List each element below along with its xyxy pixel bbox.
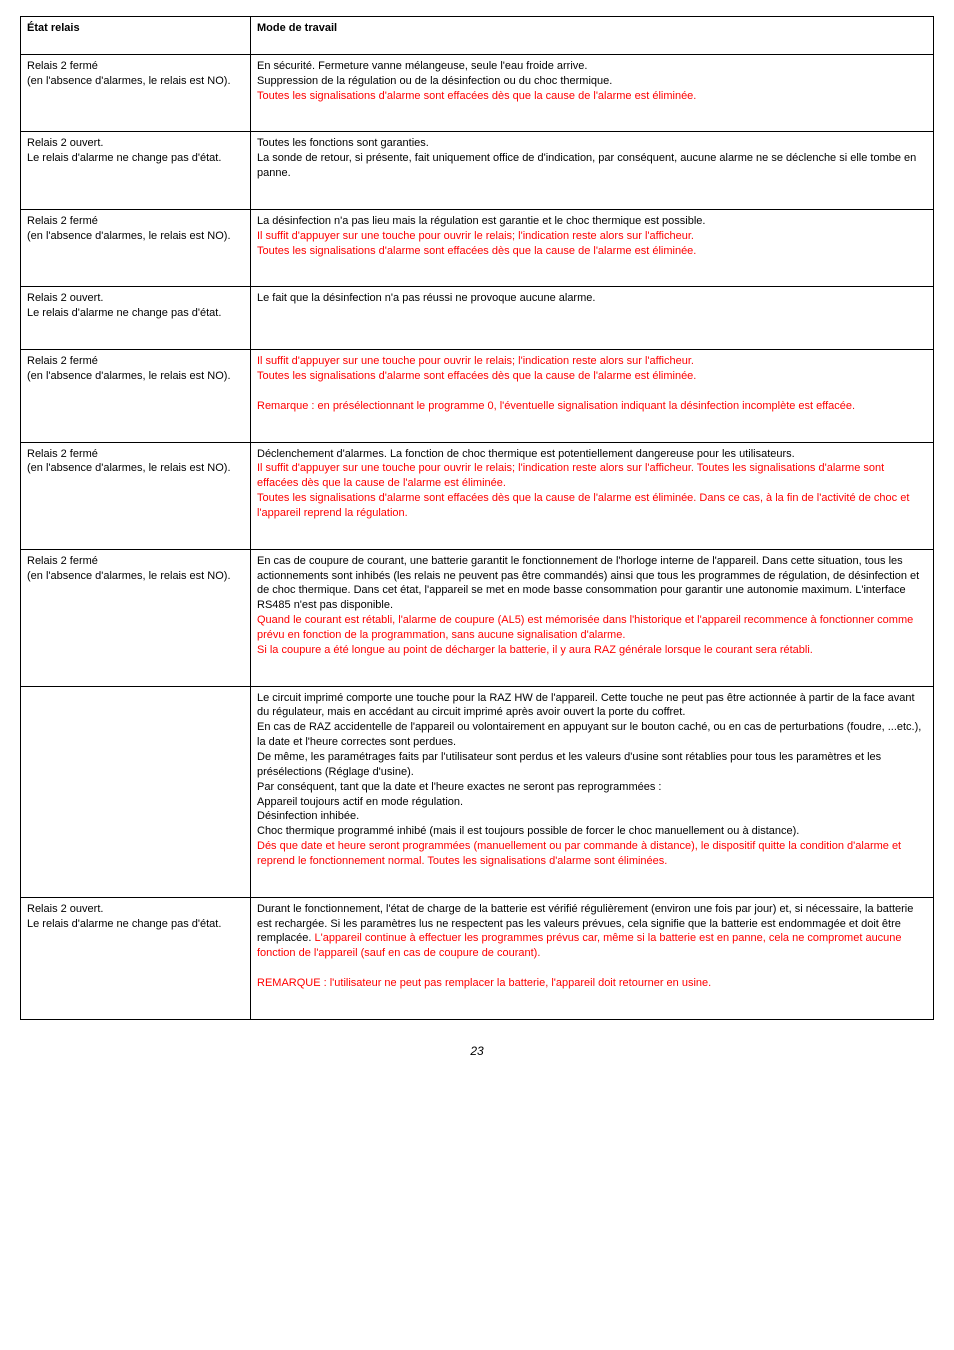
cell-mode-travail: Le fait que la désinfection n'a pas réus… <box>251 287 934 350</box>
cell-text: Remarque : en présélectionnant le progra… <box>257 399 927 414</box>
cell-text: La désinfection n'a pas lieu mais la rég… <box>257 214 927 229</box>
cell-text <box>257 961 927 976</box>
cell-text: Relais 2 fermé <box>27 554 244 569</box>
cell-text: Toutes les fonctions sont garanties. <box>257 136 927 151</box>
cell-text: Il suffit d'appuyer sur une touche pour … <box>257 461 927 491</box>
table-row: Relais 2 fermé(en l'absence d'alarmes, l… <box>21 54 934 132</box>
cell-text: Choc thermique programmé inhibé (mais il… <box>257 824 927 839</box>
cell-mode-travail: Il suffit d'appuyer sur une touche pour … <box>251 350 934 442</box>
cell-text: Si la coupure a été longue au point de d… <box>257 643 927 658</box>
cell-text: Relais 2 ouvert. <box>27 136 244 151</box>
cell-etat-relais <box>21 686 251 897</box>
header-mode-travail: Mode de travail <box>251 17 934 55</box>
cell-text: Il suffit d'appuyer sur une touche pour … <box>257 229 927 244</box>
cell-text: Déclenchement d'alarmes. La fonction de … <box>257 447 927 462</box>
cell-text: Suppression de la régulation ou de la dé… <box>257 74 927 89</box>
cell-text: Appareil toujours actif en mode régulati… <box>257 795 927 810</box>
cell-text: Toutes les signalisations d'alarme sont … <box>257 369 927 384</box>
cell-etat-relais: Relais 2 ouvert.Le relais d'alarme ne ch… <box>21 897 251 1019</box>
table-row: Relais 2 fermé(en l'absence d'alarmes, l… <box>21 549 934 686</box>
cell-text: Toutes les signalisations d'alarme sont … <box>257 89 927 104</box>
cell-etat-relais: Relais 2 ouvert.Le relais d'alarme ne ch… <box>21 132 251 210</box>
header-etat-relais: État relais <box>21 17 251 55</box>
cell-text: Le relais d'alarme ne change pas d'état. <box>27 151 244 166</box>
cell-text: (en l'absence d'alarmes, le relais est N… <box>27 74 244 89</box>
cell-mode-travail: Toutes les fonctions sont garanties.La s… <box>251 132 934 210</box>
cell-text: Relais 2 ouvert. <box>27 291 244 306</box>
cell-text: Toutes les signalisations d'alarme sont … <box>257 491 927 521</box>
cell-etat-relais: Relais 2 fermé(en l'absence d'alarmes, l… <box>21 549 251 686</box>
cell-text: (en l'absence d'alarmes, le relais est N… <box>27 461 244 476</box>
cell-text: L'appareil continue à effectuer les prog… <box>257 932 902 959</box>
cell-mode-travail: Déclenchement d'alarmes. La fonction de … <box>251 442 934 549</box>
cell-text: Relais 2 ouvert. <box>27 902 244 917</box>
cell-mode-travail: En cas de coupure de courant, une batter… <box>251 549 934 686</box>
cell-mode-travail: En sécurité. Fermeture vanne mélangeuse,… <box>251 54 934 132</box>
cell-text: Il suffit d'appuyer sur une touche pour … <box>257 354 927 369</box>
cell-text: (en l'absence d'alarmes, le relais est N… <box>27 569 244 584</box>
table-row: Relais 2 ouvert.Le relais d'alarme ne ch… <box>21 897 934 1019</box>
cell-text: Quand le courant est rétabli, l'alarme d… <box>257 613 927 643</box>
cell-mode-travail: Durant le fonctionnement, l'état de char… <box>251 897 934 1019</box>
page-number: 23 <box>20 1044 934 1058</box>
cell-text: Relais 2 fermé <box>27 59 244 74</box>
table-row: Le circuit imprimé comporte une touche p… <box>21 686 934 897</box>
cell-etat-relais: Relais 2 fermé(en l'absence d'alarmes, l… <box>21 209 251 287</box>
cell-etat-relais: Relais 2 fermé(en l'absence d'alarmes, l… <box>21 350 251 442</box>
cell-text: Dés que date et heure seront programmées… <box>257 839 927 869</box>
cell-etat-relais: Relais 2 fermé(en l'absence d'alarmes, l… <box>21 442 251 549</box>
table-row: Relais 2 fermé(en l'absence d'alarmes, l… <box>21 442 934 549</box>
cell-text: Le fait que la désinfection n'a pas réus… <box>257 291 927 306</box>
cell-text: (en l'absence d'alarmes, le relais est N… <box>27 229 244 244</box>
table-row: Relais 2 fermé(en l'absence d'alarmes, l… <box>21 209 934 287</box>
cell-text: En sécurité. Fermeture vanne mélangeuse,… <box>257 59 927 74</box>
cell-text: Le relais d'alarme ne change pas d'état. <box>27 306 244 321</box>
cell-mode-travail: La désinfection n'a pas lieu mais la rég… <box>251 209 934 287</box>
cell-mode-travail: Le circuit imprimé comporte une touche p… <box>251 686 934 897</box>
cell-text: De même, les paramétrages faits par l'ut… <box>257 750 927 780</box>
cell-etat-relais: Relais 2 ouvert.Le relais d'alarme ne ch… <box>21 287 251 350</box>
cell-text: Le relais d'alarme ne change pas d'état. <box>27 917 244 932</box>
table-row: Relais 2 ouvert.Le relais d'alarme ne ch… <box>21 287 934 350</box>
cell-text: (en l'absence d'alarmes, le relais est N… <box>27 369 244 384</box>
cell-text: Relais 2 fermé <box>27 354 244 369</box>
table-row: Relais 2 ouvert.Le relais d'alarme ne ch… <box>21 132 934 210</box>
cell-text: Par conséquent, tant que la date et l'he… <box>257 780 927 795</box>
cell-text: La sonde de retour, si présente, fait un… <box>257 151 927 181</box>
cell-text: Toutes les signalisations d'alarme sont … <box>257 244 927 259</box>
cell-text: Relais 2 fermé <box>27 214 244 229</box>
table-row: Relais 2 fermé(en l'absence d'alarmes, l… <box>21 350 934 442</box>
cell-text: Désinfection inhibée. <box>257 809 927 824</box>
relay-state-table: État relais Mode de travail Relais 2 fer… <box>20 16 934 1020</box>
cell-text <box>257 384 927 399</box>
cell-text: Le circuit imprimé comporte une touche p… <box>257 691 927 721</box>
cell-text: REMARQUE : l'utilisateur ne peut pas rem… <box>257 976 927 991</box>
cell-text: En cas de RAZ accidentelle de l'appareil… <box>257 720 927 750</box>
cell-text: Relais 2 fermé <box>27 447 244 462</box>
table-header-row: État relais Mode de travail <box>21 17 934 55</box>
cell-etat-relais: Relais 2 fermé(en l'absence d'alarmes, l… <box>21 54 251 132</box>
cell-text: En cas de coupure de courant, une batter… <box>257 554 927 613</box>
